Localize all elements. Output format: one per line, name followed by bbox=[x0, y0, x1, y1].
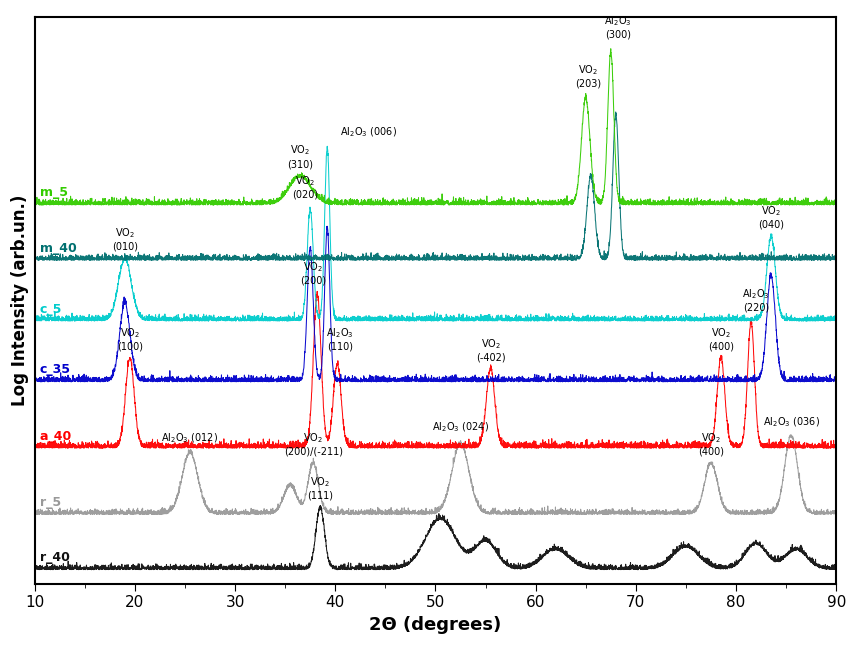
Text: Al$_2$O$_3$
(300): Al$_2$O$_3$ (300) bbox=[604, 14, 632, 39]
Text: Al$_2$O$_3$ (012): Al$_2$O$_3$ (012) bbox=[161, 432, 219, 446]
Text: c_5: c_5 bbox=[39, 303, 62, 315]
Text: r_5: r_5 bbox=[39, 496, 61, 509]
Text: VO$_2$
(010): VO$_2$ (010) bbox=[112, 226, 138, 252]
Text: VO$_2$
(-402): VO$_2$ (-402) bbox=[476, 337, 506, 362]
Text: VO$_2$
(310): VO$_2$ (310) bbox=[287, 144, 313, 169]
Text: VO$_2$
(200): VO$_2$ (200) bbox=[300, 260, 327, 285]
Text: VO$_2$
(100): VO$_2$ (100) bbox=[117, 326, 143, 352]
Text: VO$_2$
(400): VO$_2$ (400) bbox=[708, 326, 734, 352]
Text: r_40: r_40 bbox=[39, 551, 69, 564]
Text: Al$_2$O$_3$ (006): Al$_2$O$_3$ (006) bbox=[340, 125, 398, 139]
Text: c_35: c_35 bbox=[39, 363, 70, 376]
Text: VO$_2$
(040): VO$_2$ (040) bbox=[758, 204, 784, 230]
Text: m_40: m_40 bbox=[39, 242, 76, 255]
Text: VO$_2$
(400): VO$_2$ (400) bbox=[698, 431, 724, 457]
Text: Al$_2$O$_3$ (036): Al$_2$O$_3$ (036) bbox=[763, 415, 819, 429]
Text: VO$_2$
(203): VO$_2$ (203) bbox=[575, 64, 601, 89]
Text: VO$_2$
(200)/(-211): VO$_2$ (200)/(-211) bbox=[284, 431, 343, 457]
Text: Al$_2$O$_3$
(220): Al$_2$O$_3$ (220) bbox=[742, 288, 770, 313]
Text: a_40: a_40 bbox=[39, 430, 72, 442]
Text: m_5: m_5 bbox=[39, 186, 68, 199]
Text: VO$_2$
(020): VO$_2$ (020) bbox=[292, 174, 318, 199]
X-axis label: 2Θ (degrees): 2Θ (degrees) bbox=[369, 616, 501, 634]
Text: Al$_2$O$_3$
(110): Al$_2$O$_3$ (110) bbox=[327, 326, 354, 352]
Y-axis label: Log Intensity (arb.un.): Log Intensity (arb.un.) bbox=[11, 195, 29, 406]
Text: VO$_2$
(111): VO$_2$ (111) bbox=[307, 475, 333, 501]
Text: Al$_2$O$_3$ (024): Al$_2$O$_3$ (024) bbox=[432, 421, 489, 434]
